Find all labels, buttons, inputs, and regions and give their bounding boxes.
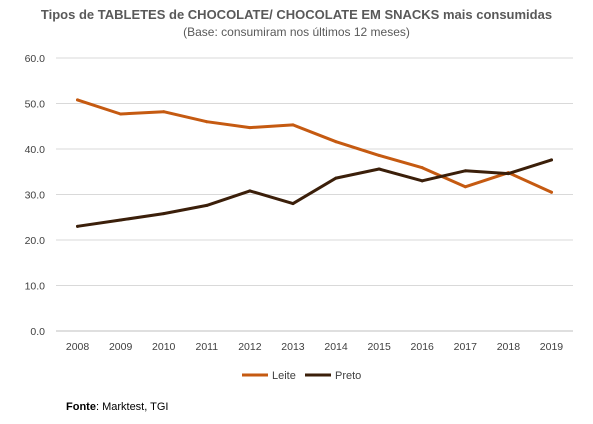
data-point-preto xyxy=(162,212,166,216)
data-point-preto xyxy=(506,172,510,176)
data-point-preto xyxy=(549,158,553,162)
data-point-preto xyxy=(377,167,381,171)
x-tick-label: 2014 xyxy=(324,341,348,353)
data-point-preto xyxy=(334,176,338,180)
x-tick-label: 2010 xyxy=(152,341,176,353)
data-point-leite xyxy=(205,120,209,124)
data-point-preto xyxy=(291,202,295,206)
x-tick-label: 2019 xyxy=(540,341,564,353)
y-tick-label: 60.0 xyxy=(25,53,46,65)
chart-subtitle: (Base: consumiram nos últimos 12 meses) xyxy=(183,25,410,39)
x-tick-label: 2011 xyxy=(195,341,218,353)
data-point-leite xyxy=(549,190,553,194)
series-line-preto xyxy=(76,158,553,228)
x-tick-label: 2018 xyxy=(497,341,521,353)
series-line-leite xyxy=(76,98,553,194)
x-tick-label: 2017 xyxy=(454,341,478,353)
x-tick-label: 2009 xyxy=(109,341,133,353)
data-point-leite xyxy=(291,123,295,127)
data-point-leite xyxy=(162,110,166,114)
y-tick-label: 50.0 xyxy=(25,99,46,111)
x-tick-label: 2008 xyxy=(66,341,90,353)
gridlines xyxy=(56,57,573,332)
series-lines xyxy=(76,98,553,228)
data-point-preto xyxy=(205,203,209,207)
data-point-leite xyxy=(76,98,80,102)
data-point-leite xyxy=(334,140,338,144)
y-tick-label: 30.0 xyxy=(25,190,46,202)
data-point-leite xyxy=(463,185,467,189)
legend: Leite Preto xyxy=(242,370,361,382)
y-tick-label: 0.0 xyxy=(30,326,45,338)
source-text: : Marktest, TGI xyxy=(95,401,169,413)
data-point-leite xyxy=(377,153,381,157)
data-point-preto xyxy=(420,179,424,183)
chart-title: Tipos de TABLETES de CHOCOLATE/ CHOCOLAT… xyxy=(40,7,553,22)
data-point-preto xyxy=(463,169,467,173)
data-point-leite xyxy=(420,166,424,170)
x-tick-label: 2016 xyxy=(411,341,435,353)
x-tick-label: 2012 xyxy=(238,341,262,353)
data-point-leite xyxy=(119,112,123,116)
data-point-preto xyxy=(248,189,252,193)
legend-label-preto: Preto xyxy=(335,370,361,382)
legend-label-leite: Leite xyxy=(272,370,296,382)
y-tick-label: 40.0 xyxy=(25,144,46,156)
data-point-preto xyxy=(119,218,123,222)
x-axis-ticks: 2008 2009 2010 2011 2012 2013 2014 2015 2016 2017… xyxy=(66,341,563,353)
x-tick-label: 2013 xyxy=(281,341,305,353)
y-tick-label: 10.0 xyxy=(25,281,46,293)
source-label: Fonte xyxy=(66,401,96,413)
y-axis-ticks: 0.0 10.0 20.0 30.0 40.0 50.0 60.0 xyxy=(25,53,46,338)
data-point-leite xyxy=(248,126,252,130)
y-tick-label: 20.0 xyxy=(25,235,46,247)
data-point-preto xyxy=(76,224,80,228)
source-note: Fonte: Marktest, TGI xyxy=(66,401,168,413)
x-tick-label: 2015 xyxy=(367,341,391,353)
